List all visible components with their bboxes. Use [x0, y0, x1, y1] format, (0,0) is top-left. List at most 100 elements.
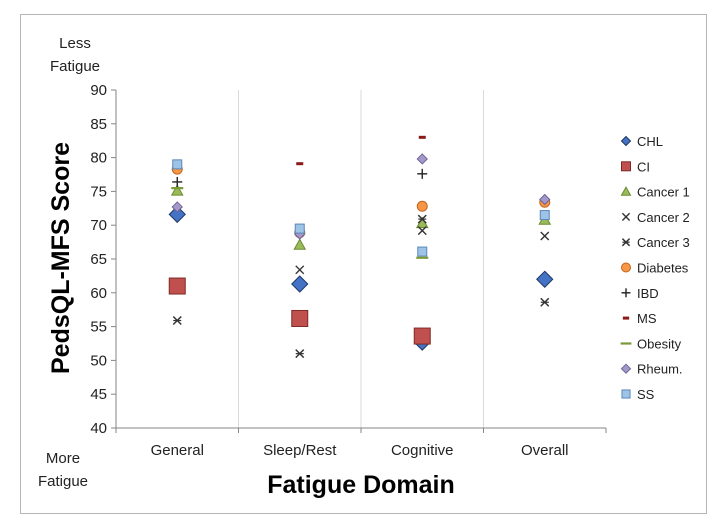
series-ibd — [172, 168, 428, 187]
legend-marker-ss — [621, 389, 631, 399]
x-tick-label: Cognitive — [391, 442, 454, 459]
data-point-ci — [413, 327, 431, 345]
legend-marker-cancer-1 — [620, 186, 632, 196]
legend-item-ss: SS — [621, 387, 655, 402]
y-tick-label: 70 — [90, 217, 107, 234]
data-point-ss — [539, 210, 550, 221]
legend-label-ms: MS — [637, 311, 657, 326]
x-tick-labels: General Sleep/Rest Cognitive Overall — [115, 428, 607, 459]
legend-marker-diabetes — [621, 262, 631, 273]
data-point-cancer-3 — [172, 315, 182, 326]
legend-item-ibd: IBD — [621, 286, 659, 301]
more-fatigue-label: More Fatigue — [28, 447, 98, 493]
x-tick-label: Overall — [521, 442, 569, 459]
data-point-diabetes — [416, 200, 428, 212]
legend-item-cancer-3: Cancer 3 — [621, 235, 690, 250]
legend-label-ibd: IBD — [637, 286, 659, 301]
legend-label-chl: CHL — [637, 134, 663, 149]
legend-marker-obesity — [620, 342, 632, 345]
legend-label-cancer-3: Cancer 3 — [637, 235, 690, 250]
data-point-cancer-2 — [417, 226, 427, 236]
data-markers — [168, 135, 554, 359]
series-ms — [296, 135, 426, 166]
y-tick-label: 65 — [90, 251, 107, 268]
data-point-obesity — [171, 187, 184, 190]
data-point-ci — [291, 309, 309, 327]
legend-item-cancer-2: Cancer 2 — [621, 210, 690, 225]
data-point-cancer-2 — [295, 265, 305, 275]
legend-label-ss: SS — [637, 387, 655, 402]
legend-item-chl: CHL — [620, 134, 663, 149]
data-point-chl — [168, 205, 186, 224]
x-tick-label: Sleep/Rest — [263, 442, 337, 459]
legend-label-cancer-2: Cancer 2 — [637, 210, 690, 225]
data-point-cancer-3 — [295, 349, 305, 359]
y-tick-label: 40 — [90, 420, 107, 437]
y-tick-label: 60 — [90, 285, 107, 302]
legend-label-ci: CI — [637, 159, 650, 174]
data-point-ci — [168, 277, 186, 295]
y-tick-labels: 40 45 50 55 60 65 70 75 80 85 90 — [90, 82, 116, 437]
legend-marker-rheum — [620, 363, 632, 374]
data-point-cancer-2 — [540, 231, 550, 241]
legend-marker-cancer-2 — [621, 212, 631, 221]
legend-label-rheum: Rheum. — [637, 362, 683, 377]
y-tick-label: 45 — [90, 386, 107, 403]
data-point-ss — [172, 159, 183, 170]
less-fatigue-line1: Less — [59, 35, 91, 52]
series-cancer-3 — [172, 214, 550, 359]
chart-frame — [20, 14, 707, 514]
data-point-chl — [536, 270, 554, 288]
x-tick-label: General — [151, 442, 204, 459]
data-point-ss — [294, 223, 305, 234]
data-point-obesity — [416, 256, 429, 259]
series-ci — [168, 277, 431, 345]
legend-item-cancer-1: Cancer 1 — [620, 185, 690, 200]
data-point-cancer-3 — [417, 214, 427, 224]
data-point-cancer-3 — [540, 297, 550, 307]
less-fatigue-line2: Fatigue — [49, 58, 101, 75]
marker-stroke — [621, 212, 631, 221]
legend-marker-ibd — [621, 288, 631, 298]
legend-label-obesity: Obesity — [637, 336, 682, 351]
grid-lines — [238, 90, 484, 428]
legend-item-obesity: Obesity — [620, 336, 682, 351]
y-tick-label: 50 — [90, 352, 107, 369]
legend-marker-chl — [620, 135, 632, 147]
data-point-ibd — [417, 168, 428, 179]
legend-item-ci: CI — [621, 159, 650, 174]
series-cancer-2 — [295, 226, 550, 275]
data-point-ss — [417, 246, 428, 257]
data-point-rheum — [539, 193, 551, 206]
data-point-cancer-1 — [293, 238, 307, 250]
data-point-cancer-1 — [170, 184, 184, 196]
more-fatigue-line2: Fatigue — [37, 473, 89, 490]
data-point-chl — [291, 275, 309, 293]
legend: CHL CI Cancer 1 Cancer 2 Cancer 3 Diabetes IBD… — [620, 134, 690, 402]
legend-label-diabetes: Diabetes — [637, 261, 689, 276]
data-point-ms — [418, 135, 426, 139]
y-tick-label: 85 — [90, 116, 107, 133]
marker-stroke — [540, 231, 550, 241]
y-tick-label: 55 — [90, 319, 107, 336]
series-ss — [172, 159, 550, 257]
legend-marker-ci — [621, 161, 631, 172]
data-point-rheum — [171, 201, 183, 213]
less-fatigue-label: Less Fatigue — [40, 32, 110, 78]
x-axis-label: Fatigue Domain — [267, 471, 455, 499]
legend-marker-ms — [622, 316, 630, 320]
y-axis-label: PedsQL-MFS Score — [47, 142, 75, 374]
y-tick-label: 80 — [90, 150, 107, 167]
more-fatigue-line1: More — [45, 450, 81, 467]
legend-item-rheum: Rheum. — [620, 362, 683, 377]
legend-marker-cancer-3 — [621, 238, 631, 247]
legend-item-ms: MS — [622, 311, 657, 326]
y-tick-label: 90 — [90, 82, 107, 99]
series-obesity — [171, 187, 429, 259]
marker-stroke — [295, 265, 305, 275]
data-point-rheum — [416, 153, 428, 165]
legend-item-diabetes: Diabetes — [621, 261, 689, 276]
data-point-ms — [296, 162, 304, 166]
data-point-ibd — [172, 176, 183, 187]
